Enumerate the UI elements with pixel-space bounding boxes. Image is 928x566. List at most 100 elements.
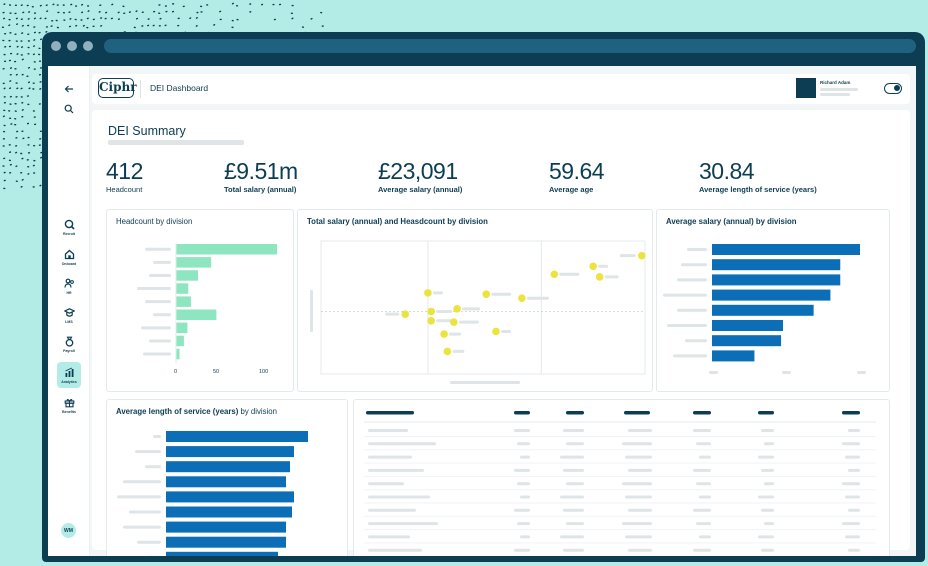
pattern-dash: [46, 10, 49, 13]
pattern-dash: [235, 5, 239, 7]
bar: [166, 491, 294, 503]
back-button[interactable]: [57, 76, 81, 102]
pattern-dash: [8, 39, 11, 42]
table-cell-placeholder: [514, 508, 530, 512]
window-minimize-dot: [67, 41, 77, 51]
table-cell-placeholder: [628, 508, 652, 512]
pattern-dash: [33, 31, 37, 34]
pattern-dash: [69, 18, 72, 20]
page-title: DEI Summary: [108, 124, 186, 138]
pattern-dash: [15, 145, 18, 147]
pattern-dash: [15, 151, 18, 154]
pattern-dash: [33, 12, 37, 14]
user-photo[interactable]: [796, 78, 816, 98]
ciphr-logo[interactable]: Ciphr: [98, 78, 137, 98]
pattern-dash: [15, 96, 18, 98]
avatar[interactable]: WM: [61, 523, 76, 538]
pattern-dash: [39, 17, 42, 20]
rail-item-lms[interactable]: LMS: [57, 302, 81, 328]
table-cell-placeholder: [625, 455, 652, 459]
pattern-dash: [26, 4, 29, 7]
pattern-dash: [152, 24, 155, 27]
pattern-dash: [20, 171, 23, 174]
gift-icon: [64, 398, 74, 407]
column-header-placeholder: [566, 411, 584, 415]
people-icon: [63, 278, 74, 288]
table-cell-placeholder: [761, 429, 774, 432]
rail-item-benefits[interactable]: Benefits: [57, 392, 81, 418]
column-header-placeholder: [842, 411, 860, 415]
pattern-dash: [177, 17, 180, 20]
theme-toggle[interactable]: [884, 83, 902, 94]
table-cell-placeholder: [625, 495, 652, 499]
recruit-icon: [64, 219, 75, 230]
pattern-dash: [111, 3, 114, 6]
pattern-dash: [81, 3, 84, 6]
table-cell-placeholder: [758, 535, 774, 539]
pattern-dash: [39, 4, 42, 7]
rail-item-recruit[interactable]: Recruit: [57, 214, 81, 240]
pattern-dash: [2, 130, 6, 133]
pattern-dash: [32, 53, 35, 56]
pattern-dash: [9, 172, 12, 174]
pattern-dash: [3, 171, 6, 174]
x-tick-label: 50: [213, 369, 220, 375]
bar: [712, 244, 860, 255]
category-label-placeholder: [153, 435, 161, 438]
pattern-dash: [27, 136, 30, 139]
search-button[interactable]: [57, 96, 81, 122]
table-cell-placeholder: [758, 495, 774, 499]
pattern-dash: [213, 24, 216, 26]
scatter-point: [595, 273, 604, 281]
kpi-headcount-label: Headcount: [106, 185, 143, 194]
rail-item-onboard[interactable]: Onboard: [57, 244, 81, 270]
pattern-dash: [32, 164, 35, 167]
pattern-dash: [38, 60, 42, 62]
scatter-point: [550, 270, 559, 279]
bar: [166, 506, 292, 518]
rail-label: Onboard: [61, 261, 77, 266]
pattern-dash: [87, 10, 90, 13]
table-cell-placeholder: [563, 429, 584, 432]
table-cell-placeholder: [517, 482, 530, 486]
pattern-dash: [21, 73, 24, 76]
pattern-dash: [26, 75, 29, 77]
category-label-placeholder: [129, 510, 161, 514]
pattern-dash: [195, 25, 198, 27]
bar: [166, 536, 286, 548]
pattern-dash: [92, 25, 95, 28]
pattern-dash: [62, 4, 65, 6]
pattern-dash: [272, 3, 275, 6]
pattern-dash: [39, 138, 42, 140]
bar: [166, 446, 294, 458]
table-cell-placeholder: [699, 535, 711, 539]
pattern-dash: [182, 5, 185, 8]
table-cell-placeholder: [517, 442, 530, 446]
table-cell-placeholder: [517, 522, 530, 526]
pattern-dash: [14, 123, 17, 126]
column-header-placeholder: [758, 411, 774, 415]
bar: [176, 322, 188, 334]
pattern-dash: [100, 25, 103, 27]
rail-item-analytics[interactable]: Analytics: [57, 362, 81, 388]
pattern-dash: [21, 130, 24, 132]
user-name[interactable]: Richard Adam: [820, 80, 851, 85]
table-cell-placeholder: [693, 548, 711, 552]
table-cell-placeholder: [625, 535, 652, 539]
table-cell-placeholder: [628, 548, 652, 552]
category-label-placeholder: [145, 300, 171, 304]
bar: [712, 289, 831, 301]
pattern-dash: [21, 102, 24, 104]
length-of-service-card: Average length of service (years) by div…: [106, 399, 348, 556]
point-label-placeholder: [449, 332, 462, 336]
chart-title: Total salary (annual) and Heasdcount by …: [307, 217, 488, 226]
rail-item-hr[interactable]: HR: [57, 273, 81, 299]
pattern-dash: [20, 4, 23, 6]
pattern-dash: [147, 18, 150, 20]
pattern-dash: [33, 144, 36, 147]
address-bar[interactable]: [104, 39, 916, 53]
rail-item-payroll[interactable]: Payroll: [57, 331, 81, 357]
table-cell-placeholder: [560, 455, 584, 459]
bar: [176, 348, 180, 360]
category-label-placeholder: [143, 352, 171, 356]
